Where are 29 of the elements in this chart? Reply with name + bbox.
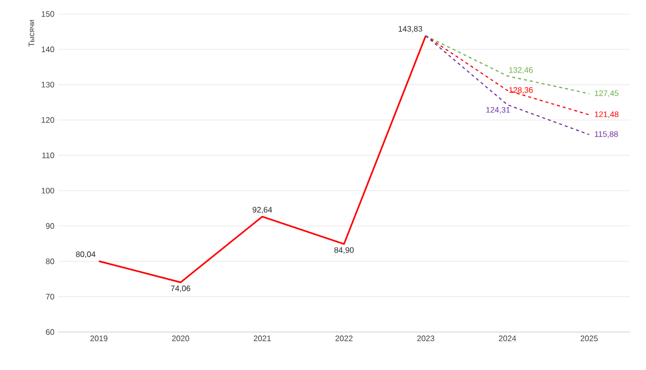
data-label: 132,46 <box>509 67 533 74</box>
x-tick-label: 2021 <box>254 336 271 342</box>
data-label: 84,90 <box>334 247 354 254</box>
x-tick-label: 2024 <box>498 336 516 342</box>
y-tick-label: 80 <box>46 258 54 264</box>
x-tick-label: 2025 <box>580 336 598 342</box>
data-label: 128,36 <box>509 87 533 94</box>
data-label: 115,88 <box>594 131 618 138</box>
y-tick-label: 100 <box>42 188 54 194</box>
data-label: 74,06 <box>170 286 190 292</box>
data-label: 121,48 <box>594 111 618 118</box>
y-axis-title: Тысячи <box>28 20 34 47</box>
y-tick-label: 130 <box>42 82 54 88</box>
x-tick-label: 2022 <box>336 336 352 342</box>
data-label: 80,04 <box>76 251 96 258</box>
data-label: 143,83 <box>398 26 422 33</box>
data-label: 92,64 <box>252 206 272 214</box>
x-tick-label: 2020 <box>172 336 190 342</box>
y-tick-label: 140 <box>42 46 54 52</box>
x-tick-label: 2023 <box>417 336 434 342</box>
y-tick-label: 60 <box>46 329 54 335</box>
x-tick-label: 2019 <box>90 336 108 342</box>
y-tick-label: 110 <box>42 152 54 158</box>
data-label: 127,45 <box>594 90 618 97</box>
y-tick-label: 150 <box>42 11 54 17</box>
y-tick-label: 120 <box>42 117 54 123</box>
y-tick-label: 90 <box>46 223 54 229</box>
y-tick-label: 70 <box>46 294 54 300</box>
data-label: 124,31 <box>486 106 510 114</box>
